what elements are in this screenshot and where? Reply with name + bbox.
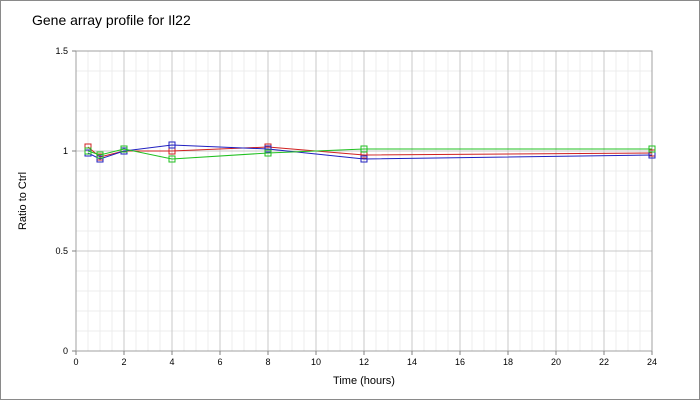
- series-line: [87, 144, 653, 160]
- series-line: [87, 146, 653, 158]
- x-tick-label: 4: [169, 357, 174, 367]
- y-tick-label: 1: [63, 146, 68, 156]
- series-line: [87, 148, 652, 160]
- x-tick-label: 20: [551, 357, 561, 367]
- data-point: [264, 149, 272, 157]
- y-tick-label: 0: [63, 346, 68, 356]
- x-tick-label: 6: [217, 357, 222, 367]
- x-tick-label: 12: [359, 357, 369, 367]
- x-axis-label: Time (hours): [333, 375, 395, 387]
- x-tick-label: 16: [455, 357, 465, 367]
- data-point: [168, 141, 176, 149]
- data-point: [264, 145, 272, 153]
- chart-title: Gene array profile for Il22: [32, 12, 191, 28]
- x-tick-label: 2: [121, 357, 126, 367]
- series-layer: [84, 141, 656, 163]
- x-tick-label: 14: [407, 357, 417, 367]
- data-point: [360, 145, 368, 153]
- x-tick-label: 24: [647, 357, 657, 367]
- data-point: [84, 147, 92, 155]
- data-point: [96, 155, 104, 163]
- y-axis-label: Ratio to Ctrl: [17, 172, 29, 230]
- x-tick-label: 22: [599, 357, 609, 367]
- y-tick-label: 1.5: [55, 46, 68, 56]
- data-point: [96, 151, 104, 159]
- x-tick-label: 10: [311, 357, 321, 367]
- x-tick-label: 18: [503, 357, 513, 367]
- x-axis-ticks: 0 2 4 6 8 10 12 14 16 18 20 22 24: [73, 351, 657, 367]
- data-point: [168, 155, 176, 163]
- data-point: [360, 155, 368, 163]
- data-point: [648, 145, 656, 153]
- y-axis-ticks: 0 0.5 1 1.5: [55, 46, 76, 356]
- x-tick-label: 8: [265, 357, 270, 367]
- y-tick-label: 0.5: [55, 246, 68, 256]
- series-3: [84, 145, 656, 163]
- data-point: [120, 145, 128, 153]
- x-tick-label: 0: [73, 357, 78, 367]
